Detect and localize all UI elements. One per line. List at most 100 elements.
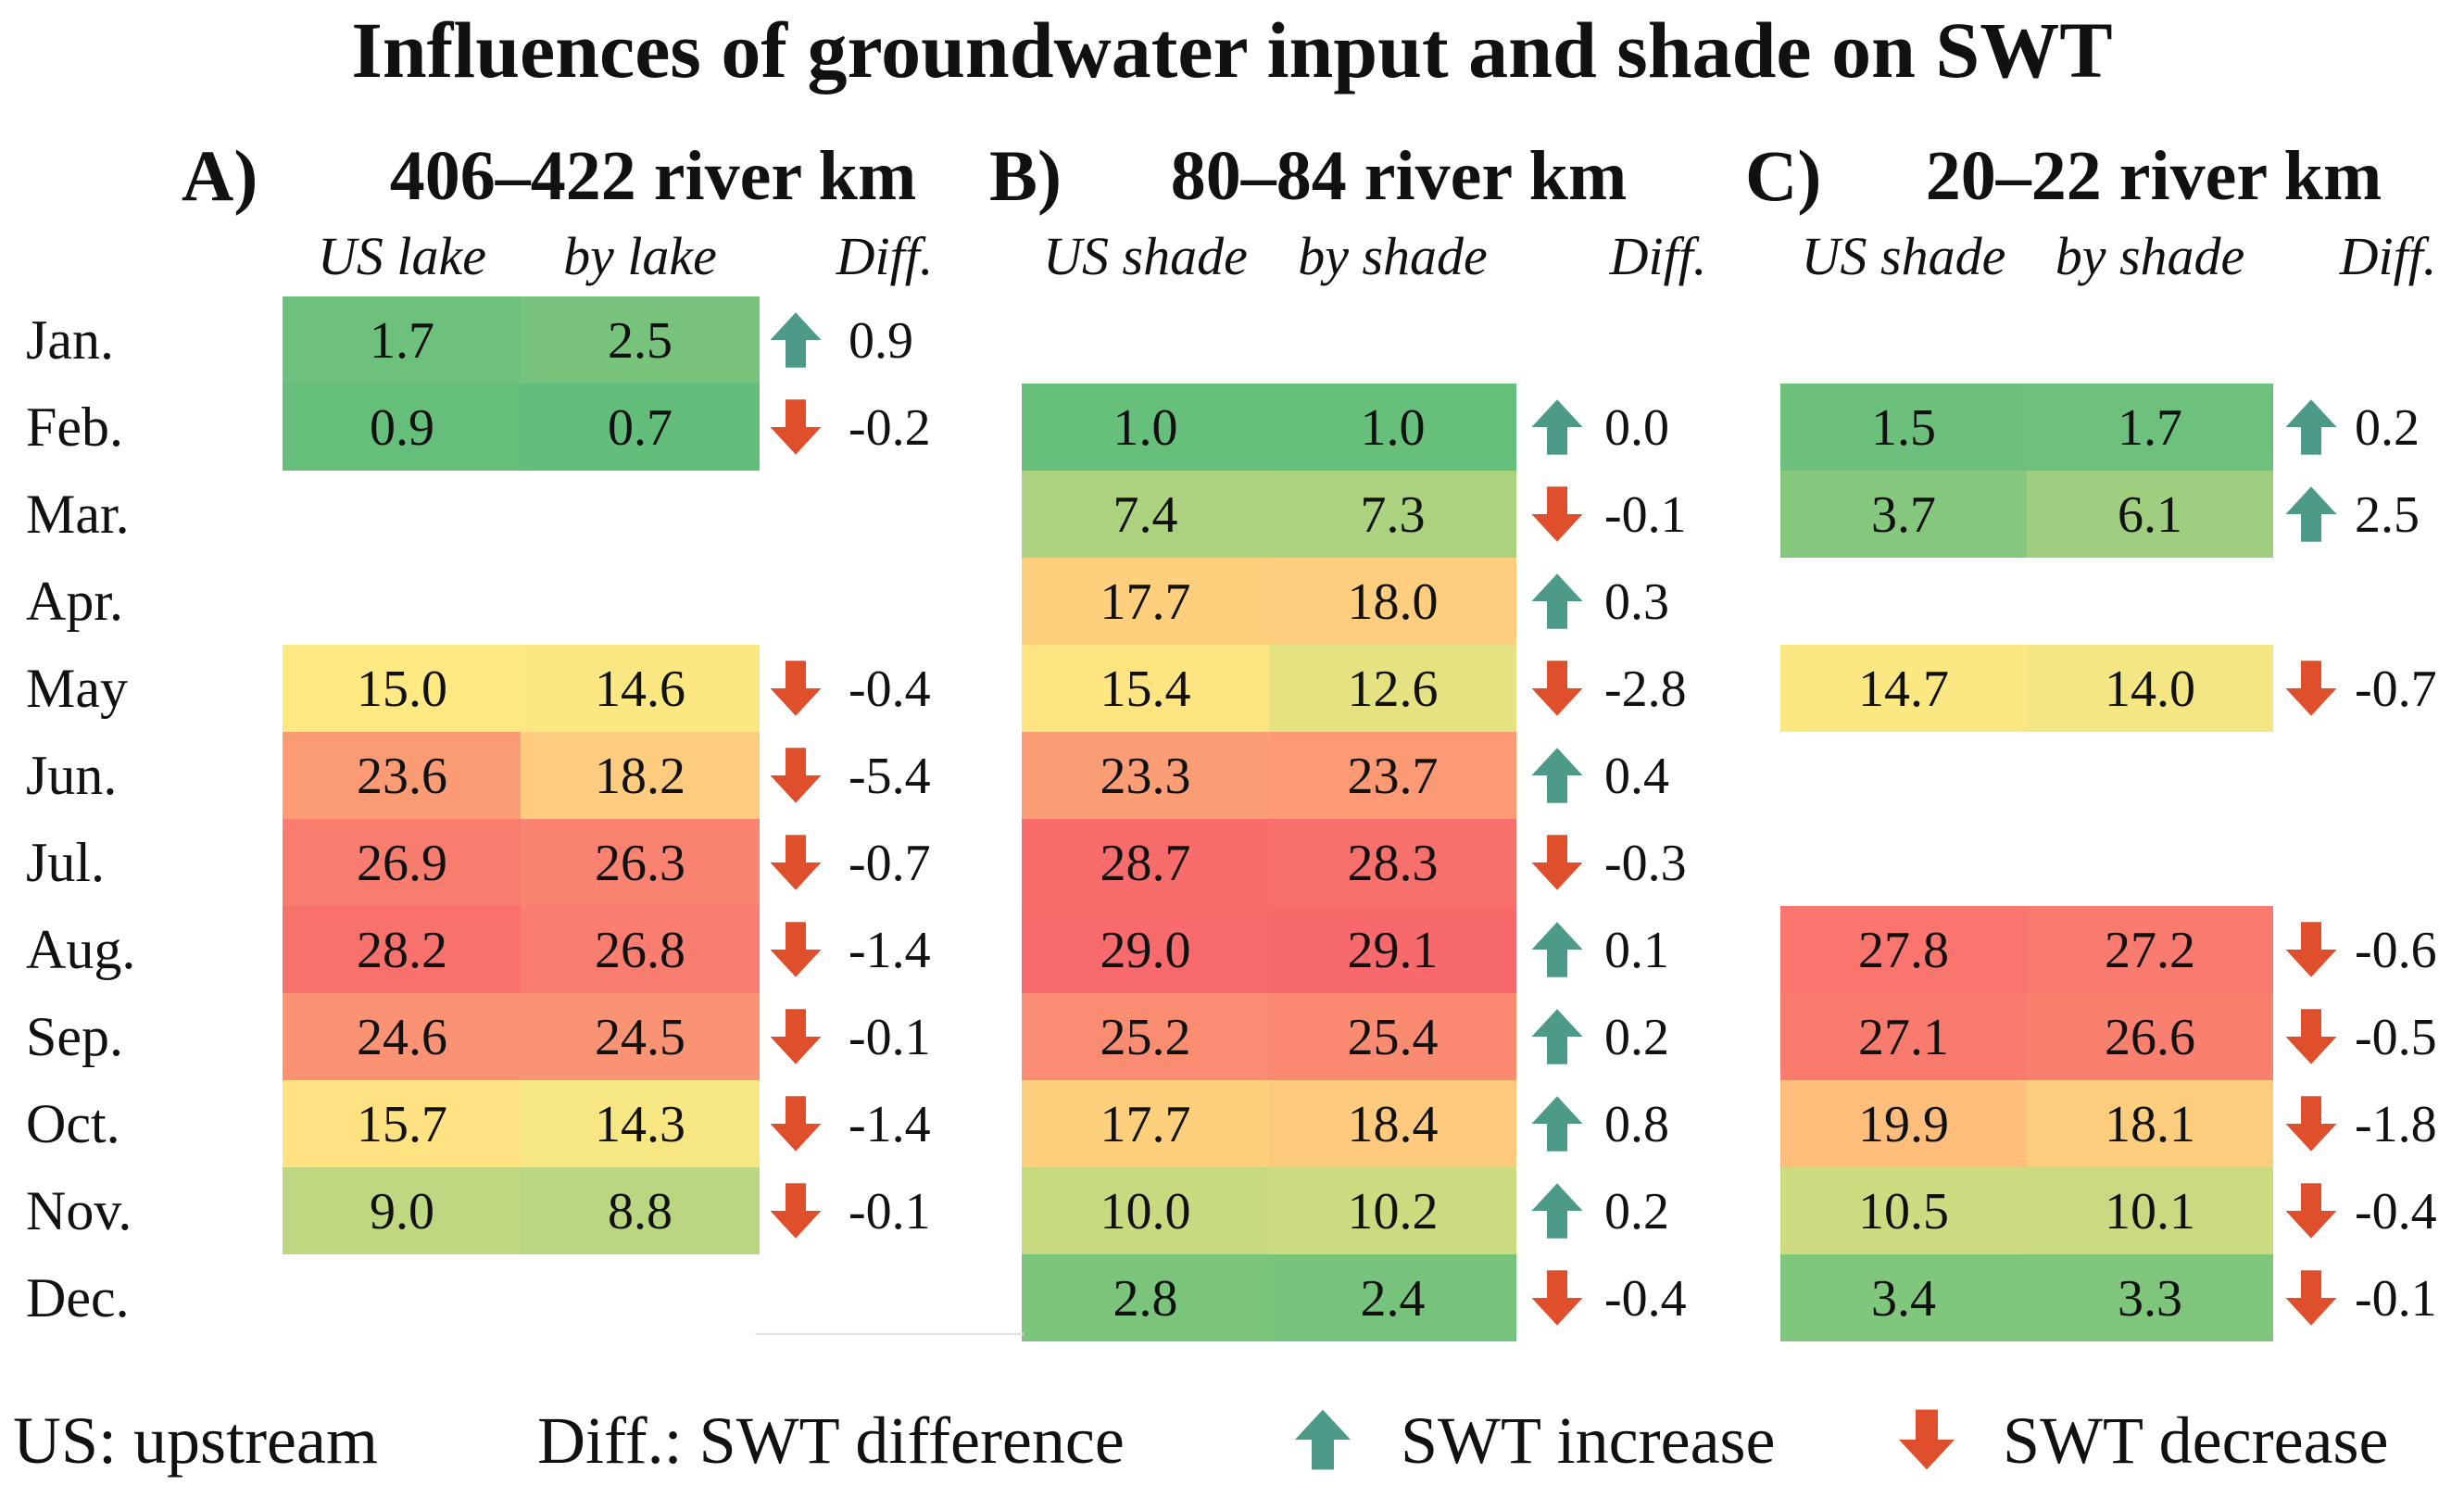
month-label: Jun. xyxy=(26,745,118,806)
month-label: May xyxy=(26,658,128,719)
value-cell: 17.7 xyxy=(1022,558,1269,645)
value-cell: 10.1 xyxy=(2027,1167,2273,1254)
month-label: Oct. xyxy=(26,1093,120,1154)
down-arrow-icon xyxy=(2285,1183,2337,1239)
diff-value: -0.1 xyxy=(849,1009,931,1066)
diff-value: 0.9 xyxy=(849,312,913,370)
value-cell: 28.3 xyxy=(1269,819,1516,906)
value-cell: 27.1 xyxy=(1780,993,2027,1080)
month-label: Sep. xyxy=(26,1006,123,1067)
panel-title: 20–22 river km xyxy=(1925,137,2382,215)
panel-title: 406–422 river km xyxy=(389,137,917,215)
month-label: Aug. xyxy=(26,919,136,980)
value-cell: 26.3 xyxy=(521,819,760,906)
diff-value: 0.2 xyxy=(1604,1183,1669,1240)
value-cell: 18.1 xyxy=(2027,1080,2273,1167)
value-cell: 23.7 xyxy=(1269,732,1516,819)
value-cell: 25.2 xyxy=(1022,993,1269,1080)
diff-value: -0.4 xyxy=(2355,1183,2437,1240)
diff-value: -5.4 xyxy=(849,748,931,805)
diff-value: -0.1 xyxy=(849,1183,931,1240)
value-cell: 1.5 xyxy=(1780,384,2027,471)
down-arrow-icon xyxy=(770,399,822,455)
value-cell: 3.4 xyxy=(1780,1254,2027,1341)
month-label: Jul. xyxy=(26,832,106,893)
diff-value: -1.4 xyxy=(849,922,931,979)
diff-value: 0.8 xyxy=(1604,1096,1669,1153)
panel-letter: C) xyxy=(1745,135,1822,216)
column-header: US shade xyxy=(1043,226,1248,286)
diff-value: -2.8 xyxy=(1604,661,1687,718)
down-arrow-icon xyxy=(2285,1009,2337,1064)
up-arrow-icon xyxy=(1295,1409,1351,1470)
down-arrow-icon xyxy=(1531,661,1583,716)
value-cell: 27.2 xyxy=(2027,906,2273,993)
down-arrow-icon xyxy=(2285,922,2337,977)
down-arrow-icon xyxy=(2285,1270,2337,1326)
up-arrow-icon xyxy=(1531,573,1583,629)
column-header: US lake xyxy=(318,226,486,286)
diff-value: -1.4 xyxy=(849,1096,931,1153)
value-cell: 1.7 xyxy=(283,296,522,384)
diff-value: -0.2 xyxy=(849,399,931,457)
value-cell: 14.0 xyxy=(2027,645,2273,732)
down-arrow-icon xyxy=(770,835,822,890)
value-cell: 0.7 xyxy=(521,384,760,471)
value-cell: 18.0 xyxy=(1269,558,1516,645)
down-arrow-icon xyxy=(770,748,822,803)
value-cell: 18.2 xyxy=(521,732,760,819)
up-arrow-icon xyxy=(770,312,822,368)
diff-value: 0.2 xyxy=(1604,1009,1669,1066)
down-arrow-icon xyxy=(2285,1096,2337,1152)
value-cell: 23.3 xyxy=(1022,732,1269,819)
value-cell: 17.7 xyxy=(1022,1080,1269,1167)
diff-value: 0.0 xyxy=(1604,399,1669,457)
month-label: Dec. xyxy=(26,1267,130,1328)
down-arrow-icon xyxy=(770,1009,822,1064)
column-header: by shade xyxy=(2055,226,2245,286)
up-arrow-icon xyxy=(2285,486,2337,542)
down-arrow-icon xyxy=(770,922,822,977)
down-arrow-icon xyxy=(770,1096,822,1152)
down-arrow-icon xyxy=(770,661,822,716)
up-arrow-icon xyxy=(2285,399,2337,455)
value-cell: 14.6 xyxy=(521,645,760,732)
value-cell: 29.1 xyxy=(1269,906,1516,993)
up-arrow-icon xyxy=(1531,748,1583,803)
legend-increase: SWT increase xyxy=(1401,1404,1776,1478)
value-cell: 2.5 xyxy=(521,296,760,384)
column-header: by shade xyxy=(1298,226,1488,286)
value-cell: 10.5 xyxy=(1780,1167,2027,1254)
down-arrow-icon xyxy=(770,1183,822,1239)
down-arrow-icon xyxy=(2285,661,2337,716)
value-cell: 24.5 xyxy=(521,993,760,1080)
diff-value: 2.5 xyxy=(2355,486,2420,544)
up-arrow-icon xyxy=(1531,922,1583,977)
value-cell: 14.7 xyxy=(1780,645,2027,732)
value-cell: 1.0 xyxy=(1022,384,1269,471)
value-cell: 2.4 xyxy=(1269,1254,1516,1341)
value-cell: 7.3 xyxy=(1269,471,1516,558)
diff-value: 0.1 xyxy=(1604,922,1669,979)
month-label: Jan. xyxy=(26,309,114,371)
value-cell: 6.1 xyxy=(2027,471,2273,558)
value-cell: 23.6 xyxy=(283,732,522,819)
value-cell: 24.6 xyxy=(283,993,522,1080)
value-cell: 1.0 xyxy=(1269,384,1516,471)
up-arrow-icon xyxy=(1531,1096,1583,1152)
value-cell: 1.7 xyxy=(2027,384,2273,471)
diff-value: -0.5 xyxy=(2355,1009,2437,1066)
up-arrow-icon xyxy=(1531,1009,1583,1064)
value-cell: 19.9 xyxy=(1780,1080,2027,1167)
diff-value: -1.8 xyxy=(2355,1096,2437,1153)
down-arrow-icon xyxy=(1531,486,1583,542)
diff-value: -0.7 xyxy=(849,835,931,892)
down-arrow-icon xyxy=(1899,1409,1955,1470)
value-cell: 10.0 xyxy=(1022,1167,1269,1254)
value-cell: 26.9 xyxy=(283,819,522,906)
legend-diff: Diff.: SWT difference xyxy=(537,1404,1125,1478)
value-cell: 27.8 xyxy=(1780,906,2027,993)
diff-value: -0.1 xyxy=(2355,1270,2437,1328)
value-cell: 18.4 xyxy=(1269,1080,1516,1167)
